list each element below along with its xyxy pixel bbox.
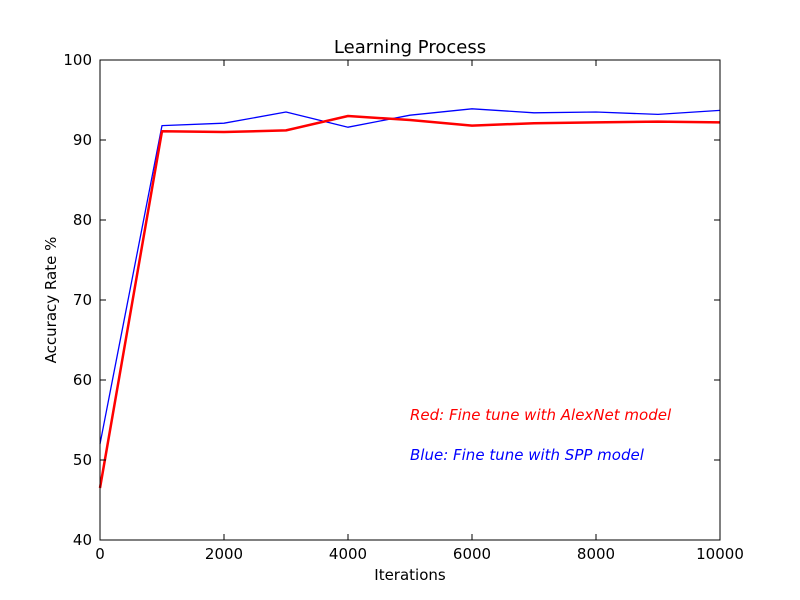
annotation-alexnet: Red: Fine tune with AlexNet model [410,406,672,424]
x-tick-label: 8000 [577,545,615,563]
series-line-spp [99,108,721,445]
y-axis-label: Accuracy Rate % [42,237,60,364]
y-tick-label: 50 [73,451,92,469]
y-tick-label: 80 [73,211,92,229]
y-tick-label: 60 [73,371,92,389]
y-tick-label: 70 [73,291,92,309]
x-tick-label: 4000 [329,545,367,563]
series-layer [98,108,721,489]
x-axis-label: Iterations [374,566,446,584]
x-tick-label: 2000 [205,545,243,563]
y-tick-label: 40 [73,531,92,549]
x-tick-label: 6000 [453,545,491,563]
y-tick-label: 100 [63,51,92,69]
x-tick-label: 0 [95,545,105,563]
chart-title: Learning Process [334,37,486,58]
x-axis-ticks: 0 2000 4000 6000 8000 10000 [95,60,744,563]
y-axis-ticks: 40 50 60 70 80 90 100 [63,51,720,549]
annotation-spp: Blue: Fine tune with SPP model [410,446,645,464]
y-tick-label: 90 [73,131,92,149]
series-line-alexnet [98,114,721,489]
x-tick-label: 10000 [696,545,744,563]
